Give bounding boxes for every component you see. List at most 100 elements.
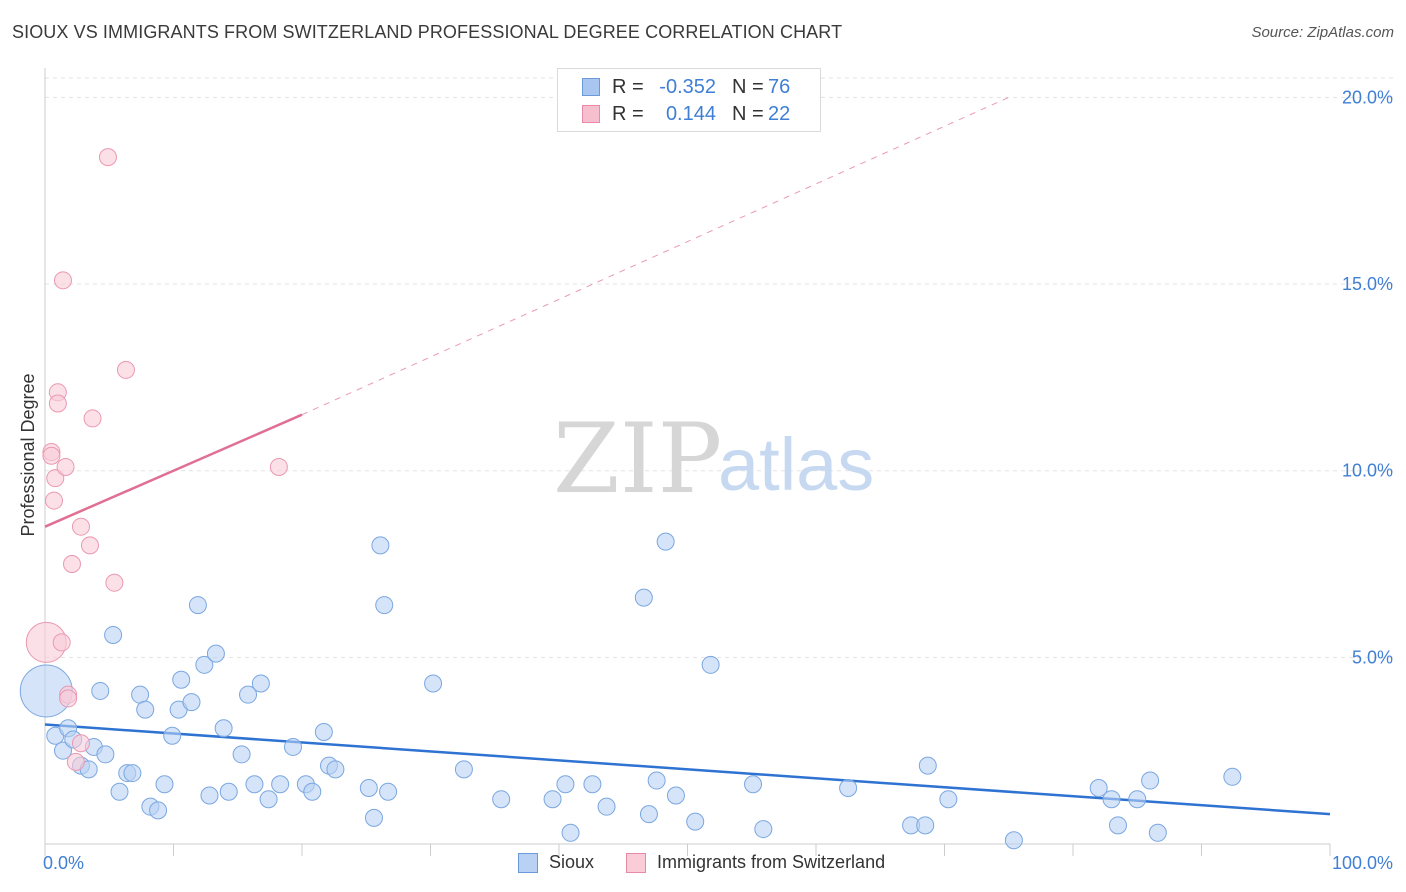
sioux-legend-swatch <box>518 852 538 873</box>
sioux-point <box>271 775 290 794</box>
sioux-point <box>172 670 191 689</box>
y-axis-label: Professional Degree <box>18 373 38 536</box>
watermark-zip: ZIP <box>553 403 722 515</box>
sioux-point <box>379 782 398 801</box>
sioux-point <box>96 745 115 764</box>
chart-title: SIOUX VS IMMIGRANTS FROM SWITZERLAND PRO… <box>12 22 843 42</box>
sioux-point <box>188 596 207 615</box>
sioux-point <box>918 756 937 775</box>
x-tick-label-max: 100.0% <box>1332 853 1393 873</box>
source-label: Source: ZipAtlas.com <box>1251 24 1394 41</box>
sioux-point <box>543 790 562 809</box>
switzerland-point <box>53 271 72 290</box>
stats-legend-row-switzerland: R = 0.144 N = 22 <box>582 102 790 126</box>
switzerland-point <box>71 734 90 753</box>
sioux-point <box>200 786 219 805</box>
sioux-point <box>754 820 773 839</box>
tick-labels: 5.0% 10.0% 15.0% 20.0% 0.0% 100.0% <box>43 87 1393 873</box>
sioux-point <box>163 726 182 745</box>
sioux-point <box>1128 790 1147 809</box>
sioux-point <box>1141 771 1160 790</box>
sioux-point <box>245 775 264 794</box>
r-label: R = <box>612 102 644 125</box>
sioux-point <box>239 685 258 704</box>
y-tick-label: 10.0% <box>1342 461 1393 481</box>
sioux-point <box>359 779 378 798</box>
n-value: 22 <box>768 102 791 125</box>
sioux-point <box>131 685 150 704</box>
sioux-point <box>53 741 72 760</box>
sioux-point <box>303 782 322 801</box>
switzerland-point <box>42 446 61 465</box>
sioux-point <box>326 760 345 779</box>
stats-legend-row-sioux: R = -0.352 N = 76 <box>582 75 790 99</box>
data-points <box>19 148 1242 850</box>
sioux-point <box>110 782 129 801</box>
sioux-point <box>219 782 238 801</box>
sioux-point <box>251 674 270 693</box>
sioux-point <box>583 775 602 794</box>
sioux-point <box>424 674 443 693</box>
n-label: N = <box>732 75 764 98</box>
sioux-point <box>259 790 278 809</box>
sioux-point <box>1148 823 1167 842</box>
switzerland-legend-swatch <box>626 852 647 873</box>
switzerland-point <box>80 536 99 555</box>
sioux-point <box>214 719 233 738</box>
sioux-point <box>656 532 675 551</box>
legend-label-switzerland: Immigrants from Switzerland <box>657 852 886 872</box>
sioux-point <box>454 760 473 779</box>
sioux-point <box>1089 779 1108 798</box>
sioux-point <box>686 812 705 831</box>
sioux-point <box>1108 816 1127 835</box>
switzerland-point <box>62 555 81 574</box>
sioux-point <box>104 625 123 644</box>
sioux-point <box>639 805 658 824</box>
switzerland-point <box>269 457 288 476</box>
switzerland-point <box>66 752 85 771</box>
legend-item-switzerland[interactable]: Immigrants from Switzerland <box>626 852 885 873</box>
y-tick-label: 5.0% <box>1352 647 1393 667</box>
sioux-point <box>1004 831 1023 850</box>
switzerland-point <box>105 573 124 592</box>
sioux-point <box>195 655 214 674</box>
sioux-point <box>232 745 251 764</box>
sioux-point <box>149 801 168 820</box>
legend-item-sioux[interactable]: Sioux <box>518 852 594 873</box>
sioux-point <box>939 790 958 809</box>
r-value: 0.144 <box>665 102 716 125</box>
n-label: N = <box>732 102 764 125</box>
sioux-point <box>666 786 685 805</box>
switzerland-point <box>98 148 117 167</box>
sioux-point <box>364 808 383 827</box>
sioux-point <box>647 771 666 790</box>
switzerland-trend-extension <box>301 96 1009 416</box>
sioux-point <box>1223 767 1242 786</box>
sioux-point <box>701 655 720 674</box>
watermark: ZIP atlas <box>553 403 874 515</box>
sioux-point <box>314 723 333 742</box>
legend-label-sioux: Sioux <box>549 852 595 872</box>
sioux-point <box>492 790 511 809</box>
switzerland-point <box>46 469 65 488</box>
x-tick-label-min: 0.0% <box>43 853 84 873</box>
sioux-point <box>597 797 616 816</box>
sioux-point <box>155 775 174 794</box>
switzerland-point <box>83 409 102 428</box>
series-legend: Sioux Immigrants from Switzerland <box>518 852 917 873</box>
stats-legend: R = -0.352 N = 76 R = 0.144 N = 22 <box>557 68 821 132</box>
sioux-point <box>634 588 653 607</box>
sioux-point <box>182 693 201 712</box>
sioux-point <box>839 779 858 798</box>
watermark-atlas: atlas <box>718 423 874 506</box>
sioux-point <box>371 536 390 555</box>
r-label: R = <box>612 75 644 98</box>
sioux-point <box>91 681 110 700</box>
sioux-point <box>206 644 225 663</box>
sioux-point <box>561 823 580 842</box>
y-tick-label: 20.0% <box>1342 87 1393 107</box>
sioux-point <box>136 700 155 719</box>
sioux-point <box>916 816 935 835</box>
switzerland-point <box>48 394 67 413</box>
